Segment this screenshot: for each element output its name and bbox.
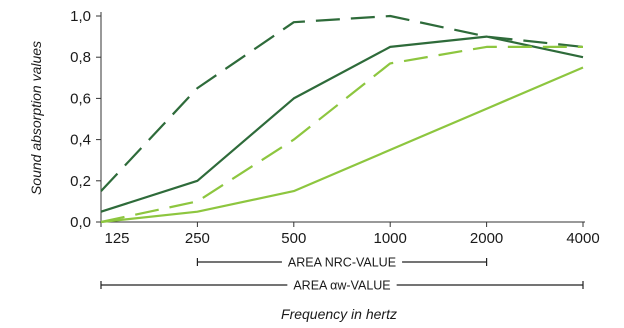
x-tick-label: 2000 <box>470 230 503 247</box>
y-axis-title: Sound absorption values <box>28 41 44 195</box>
y-axis-ticks: 0,0 0,2 0,4 0,6 0,8 1,0 <box>70 8 101 231</box>
range-label: AREA NRC-VALUE <box>288 256 396 270</box>
x-tick-label: 125 <box>104 230 129 247</box>
series-line-4 <box>100 66 584 224</box>
y-tick-label: 1,0 <box>70 8 91 25</box>
series-line-3 <box>100 45 583 224</box>
x-tick-label: 250 <box>185 230 210 247</box>
y-tick-label: 0,2 <box>70 173 91 190</box>
x-tick-label: 500 <box>281 230 306 247</box>
axes <box>100 12 585 223</box>
series-line-2 <box>100 35 584 213</box>
series-lines <box>100 14 584 224</box>
x-tick-label: 1000 <box>374 230 407 247</box>
range-brackets: AREA NRC-VALUE AREA αw-VALUE <box>100 256 584 293</box>
range-bracket-1: AREA NRC-VALUE <box>196 256 488 270</box>
x-axis-ticks: 125 250 500 1000 2000 4000 <box>100 222 600 247</box>
series-line-1 <box>100 14 584 192</box>
x-axis-title: Frequency in hertz <box>281 306 397 322</box>
range-bracket-2: AREA αw-VALUE <box>100 279 584 293</box>
y-tick-label: 0,6 <box>70 90 91 107</box>
y-tick-label: 0,0 <box>70 214 91 231</box>
range-label: AREA αw-VALUE <box>293 279 390 293</box>
x-tick-label: 4000 <box>566 230 599 247</box>
y-tick-label: 0,8 <box>70 49 91 66</box>
y-tick-label: 0,4 <box>70 132 91 149</box>
